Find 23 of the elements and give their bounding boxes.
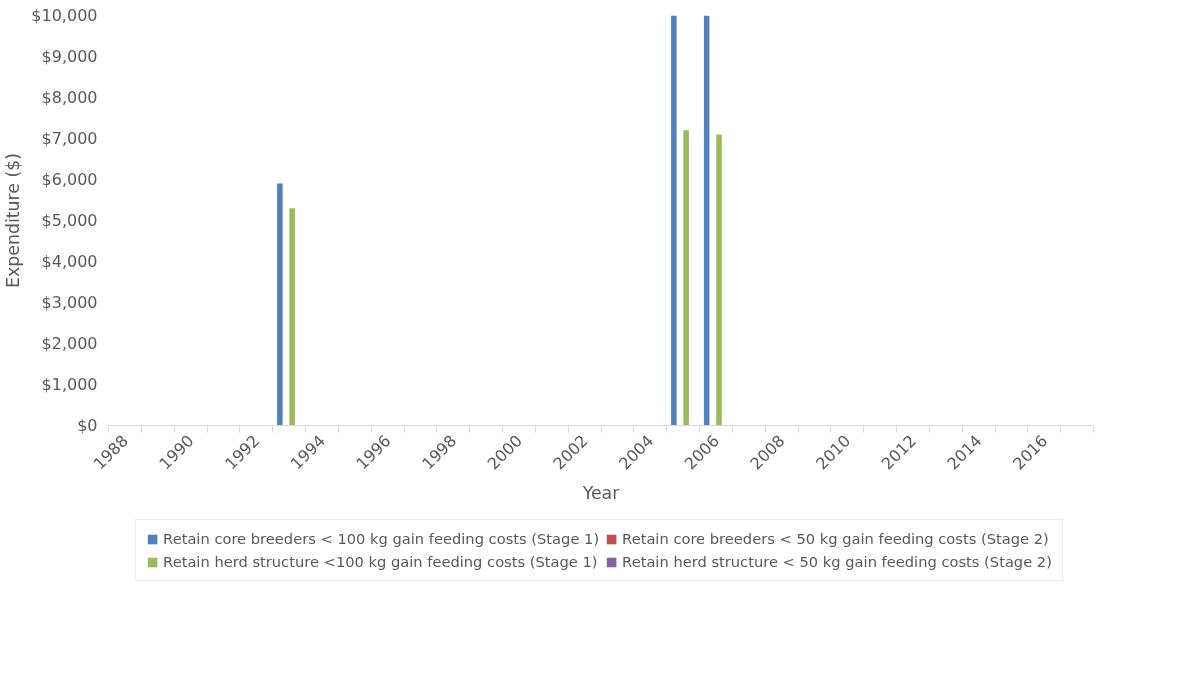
legend-label: Retain herd structure <100 kg gain feeding costs (Stage 1) xyxy=(163,553,598,570)
bar xyxy=(703,15,710,426)
y-tick-label: $8,000 xyxy=(41,88,98,107)
bar xyxy=(289,208,295,426)
legend-label: Retain core breeders < 100 kg gain feeding costs (Stage 1) xyxy=(163,530,600,547)
y-tick-label: $10,000 xyxy=(31,6,98,25)
legend-label: Retain core breeders < 50 kg gain feeding costs (Stage 2) xyxy=(622,530,1049,547)
y-axis-title: Expenditure ($) xyxy=(3,153,24,288)
y-tick-label: $1,000 xyxy=(41,375,98,394)
bar xyxy=(683,130,689,426)
y-tick-label: $2,000 xyxy=(41,334,98,353)
y-tick-label: $9,000 xyxy=(41,47,98,66)
x-axis-title: Year xyxy=(581,482,621,503)
y-tick-label: $7,000 xyxy=(41,129,98,148)
y-tick-label: $5,000 xyxy=(41,211,98,230)
y-tick-label: $3,000 xyxy=(41,293,98,312)
y-tick-label: $0 xyxy=(77,416,98,435)
bar xyxy=(716,134,722,426)
y-tick-label: $6,000 xyxy=(41,170,98,189)
y-tick-label: $4,000 xyxy=(41,252,98,271)
legend-label: Retain herd structure < 50 kg gain feeding costs (Stage 2) xyxy=(622,553,1052,570)
bar xyxy=(277,183,283,426)
bar xyxy=(671,15,677,426)
